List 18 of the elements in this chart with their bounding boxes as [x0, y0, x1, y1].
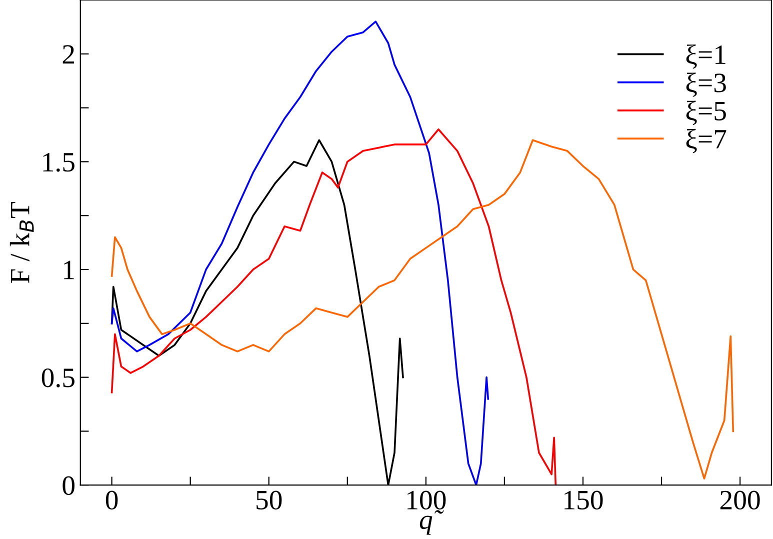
y-tick-label: 1.5	[43, 153, 74, 172]
legend-label: ξ=3	[686, 72, 726, 97]
line-series	[110, 20, 490, 486]
legend-label: ξ=5	[686, 100, 726, 126]
y-tick-label: 1	[64, 260, 74, 280]
y-tick-label: 2	[62, 45, 74, 64]
x-tick-label: 100	[408, 490, 446, 510]
x-tick-label: 50	[256, 490, 282, 510]
legend-label: ξ=7	[686, 128, 726, 154]
x-tick-label: 200	[720, 490, 760, 510]
y-tick-label: 0.5	[42, 368, 74, 388]
x-tick-label: 0	[106, 490, 118, 510]
y-tick-label: 0	[62, 476, 74, 496]
line-series	[110, 128, 557, 486]
x-axis-title: q̃	[420, 510, 444, 535]
legend-label: ξ=1	[686, 44, 726, 69]
x-tick-label: 150	[564, 490, 603, 510]
y-axis-title: F / k$_{B}$T	[10, 202, 34, 283]
